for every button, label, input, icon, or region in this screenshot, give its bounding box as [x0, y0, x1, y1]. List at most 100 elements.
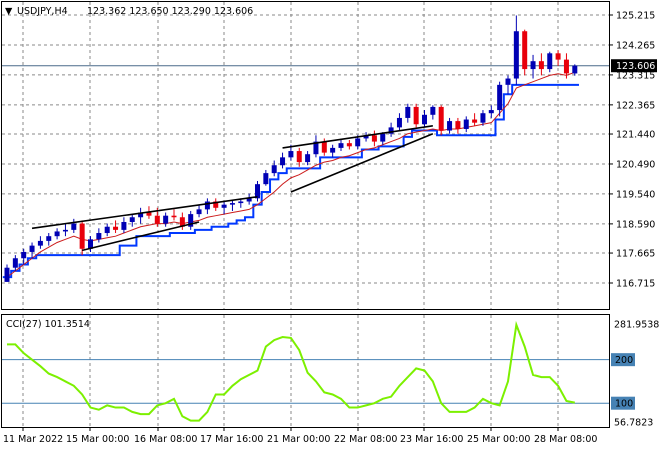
- channel-low-line: [2, 83, 579, 279]
- bull-candle: [246, 193, 252, 205]
- candle-body: [472, 119, 478, 123]
- candle-body: [355, 138, 361, 147]
- candle-body: [280, 157, 286, 166]
- candle-body: [455, 121, 461, 129]
- time-axis-label: 22 Mar 08:00: [334, 434, 397, 445]
- cci-level-tag: [611, 396, 635, 410]
- candle-body: [555, 53, 561, 60]
- cci-level-label: 100: [615, 399, 633, 410]
- price-panel[interactable]: [1, 1, 610, 310]
- grid: [2, 2, 609, 427]
- trendline[interactable]: [31, 195, 258, 230]
- bull-candle: [104, 223, 110, 237]
- bear-candle: [171, 209, 177, 221]
- price-tick-label: 118.590: [616, 219, 655, 230]
- cci-axis-min-label: 56.7823: [614, 418, 653, 429]
- moving-average-line: [6, 71, 575, 278]
- candle-body: [138, 212, 144, 218]
- bull-candle: [37, 236, 43, 249]
- bull-candle: [204, 198, 210, 215]
- bear-candle: [555, 50, 561, 66]
- candle-body: [330, 147, 336, 153]
- bull-candle: [530, 54, 536, 79]
- candle-body: [346, 143, 352, 147]
- bull-candle: [447, 117, 453, 134]
- candle-body: [405, 106, 411, 118]
- bull-candle: [313, 135, 319, 158]
- cci-label: CCI(27) 101.3514: [6, 319, 90, 330]
- time-axis-label: 23 Mar 16:00: [400, 434, 463, 445]
- price-tick-label: 119.540: [616, 189, 655, 200]
- candle-body: [363, 135, 369, 139]
- candle-body: [179, 217, 185, 227]
- bull-candle: [12, 255, 18, 271]
- bull-candle: [505, 75, 511, 95]
- candle-body: [255, 184, 260, 199]
- trendlines[interactable]: [31, 125, 434, 252]
- candle-body: [54, 231, 60, 237]
- candle-body: [163, 215, 169, 224]
- bull-candle: [271, 160, 277, 177]
- bull-candle: [221, 201, 227, 215]
- candle-body: [221, 204, 227, 208]
- candle-body: [263, 173, 269, 185]
- candle-body: [96, 233, 102, 240]
- price-tick-label: 122.365: [616, 100, 655, 111]
- candle-body: [29, 245, 35, 252]
- axes: 125.215 124.265 123.315 122.365 121.440 120.4…: [3, 11, 659, 446]
- bull-candle: [305, 151, 311, 166]
- bull-candle: [138, 207, 144, 224]
- chart-expand-arrow-icon[interactable]: ▼: [5, 6, 13, 17]
- price-tick-label: 121.440: [616, 130, 655, 141]
- price-tick-label: 124.265: [616, 40, 655, 51]
- price-tick-label: 116.715: [616, 279, 655, 290]
- time-axis-label: 16 Mar 08:00: [134, 434, 197, 445]
- candle-body: [530, 61, 536, 70]
- candle-body: [371, 135, 377, 142]
- candle-body: [572, 65, 578, 74]
- candle-body: [204, 201, 210, 210]
- bull-candle: [229, 199, 235, 211]
- bull-candle: [572, 64, 578, 76]
- candle-body: [422, 114, 427, 125]
- bull-candle: [263, 169, 269, 186]
- ohlc-readout: 123.362 123.650 123.290 123.606: [87, 6, 253, 17]
- trendline[interactable]: [81, 221, 200, 252]
- candle-body: [488, 110, 494, 114]
- bull-candle: [405, 103, 411, 123]
- bull-candle: [488, 105, 494, 118]
- bull-candle: [338, 138, 344, 152]
- bull-candle: [196, 204, 202, 218]
- trendline[interactable]: [282, 125, 433, 149]
- bull-candle: [463, 116, 469, 133]
- candle-body: [413, 106, 419, 125]
- trendline[interactable]: [290, 132, 434, 193]
- bull-candle: [430, 105, 436, 120]
- candle-body: [396, 117, 402, 128]
- candle-body: [196, 209, 202, 215]
- bull-candle: [396, 113, 402, 131]
- bull-candle: [71, 218, 77, 234]
- bull-candle: [547, 51, 553, 73]
- candle-body: [480, 113, 486, 123]
- candle-body: [388, 127, 394, 134]
- bear-candle: [346, 140, 352, 150]
- bull-candle: [54, 228, 60, 240]
- candle-body: [305, 154, 311, 163]
- candle-body: [538, 61, 544, 70]
- candle-body: [497, 84, 503, 111]
- candle-body: [121, 221, 127, 230]
- candle-body: [154, 215, 160, 224]
- candle-body: [463, 119, 469, 129]
- bear-candle: [371, 130, 377, 147]
- candle-body: [563, 59, 569, 74]
- cci-panel[interactable]: [1, 314, 610, 428]
- candle-body: [62, 229, 68, 232]
- bear-candle: [413, 103, 419, 128]
- candle-body: [171, 215, 177, 218]
- candle-body: [104, 226, 110, 234]
- current-price-label: 123.606: [616, 61, 655, 72]
- candle-body: [430, 106, 436, 115]
